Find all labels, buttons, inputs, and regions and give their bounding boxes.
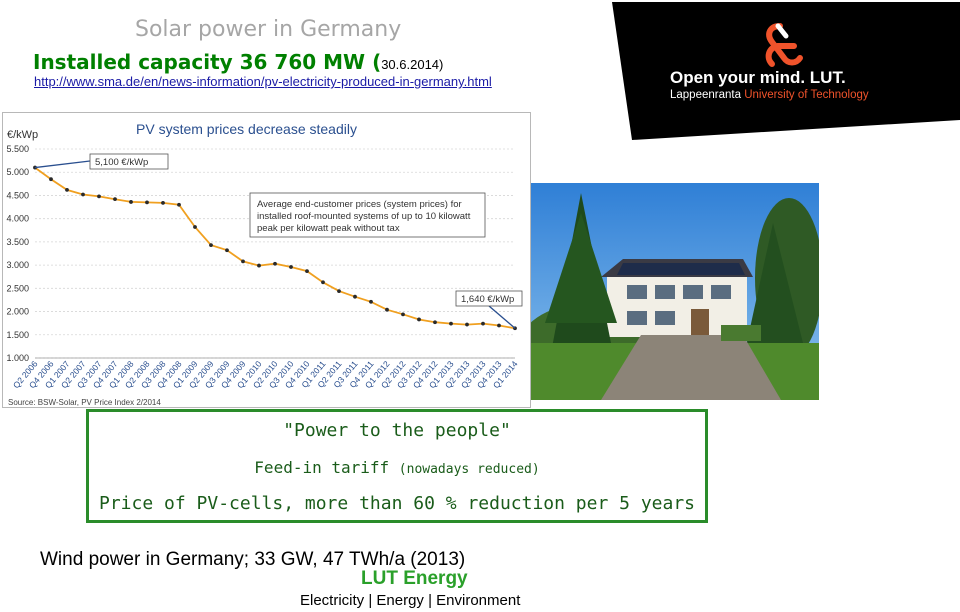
chart-y-axis-label: €/kWp — [7, 129, 38, 141]
chart-data-point — [401, 312, 405, 317]
chart-y-tick-label: 2.000 — [6, 307, 29, 317]
chart-start-label: 5,100 €/kWp — [95, 157, 148, 168]
chart-data-point — [417, 317, 421, 322]
chart-data-point — [193, 225, 197, 229]
logo-university: Lappeenranta University of Technology — [670, 89, 869, 101]
chart-data-point — [209, 243, 213, 248]
chart-end-label: 1,640 €/kWp — [461, 294, 514, 305]
chart-data-point — [353, 294, 357, 299]
installed-capacity-date: 30.6.2014) — [381, 57, 444, 72]
installed-capacity-heading: Installed capacity 36 760 MW (30.6.2014) — [33, 50, 443, 74]
chart-data-point — [161, 200, 165, 205]
chart-data-point — [385, 307, 389, 312]
chart-data-point — [81, 192, 85, 197]
lut-logo — [612, 2, 960, 140]
chart-data-point — [465, 322, 469, 327]
chart-data-point — [369, 299, 373, 304]
chart-data-point — [97, 194, 101, 199]
chart-start-label-box — [89, 153, 169, 170]
chart-y-tick-label: 5.000 — [6, 167, 29, 177]
chart-y-tick-label: 3.500 — [6, 237, 29, 247]
chart-title: PV system prices decrease steadily — [136, 121, 357, 137]
chart-note-box — [249, 192, 486, 238]
lut-energy-label: LUT Energy — [361, 568, 468, 589]
chart-data-point — [65, 187, 69, 192]
chart-data-point — [481, 321, 485, 326]
chart-y-tick-label: 3.000 — [6, 260, 29, 270]
chart-data-point — [145, 200, 149, 205]
chart-price-line — [34, 166, 516, 330]
installed-capacity-text: Installed capacity 36 760 MW ( — [33, 50, 382, 74]
chart-data-point — [273, 261, 277, 266]
chart-note-line: Average end-customer prices (system pric… — [257, 199, 462, 210]
chart-data-point — [177, 202, 181, 207]
chart-y-tick-label: 5.500 — [6, 144, 29, 154]
chart-data-point — [225, 248, 229, 253]
wind-power-text: Wind power in Germany; 33 GW, 47 TWh/a (… — [40, 549, 466, 570]
chart-y-tick-label: 2.500 — [6, 283, 29, 293]
logo-university-name: University of Technology — [744, 89, 869, 101]
chart-data-point — [449, 321, 453, 326]
feed-in-tariff-main: Feed-in tariff — [254, 458, 399, 477]
pv-price-chart: €/kWp PV system prices decrease steadily… — [2, 112, 531, 408]
chart-data-point — [433, 320, 437, 325]
slide-title: Solar power in Germany — [135, 17, 402, 42]
pv-price-chart-svg: €/kWp PV system prices decrease steadily… — [6, 121, 523, 407]
feed-in-tariff-note: (nowadays reduced) — [398, 462, 540, 477]
chart-data-point — [129, 200, 133, 204]
chart-data-point — [321, 280, 325, 285]
chart-end-leader — [488, 305, 516, 329]
house-solar-photo — [531, 183, 819, 400]
chart-source: Source: BSW-Solar, PV Price Index 2/2014 — [8, 398, 161, 407]
lut-ampersand-icon — [765, 23, 803, 67]
chart-y-tick-label: 1.500 — [6, 330, 29, 340]
chart-data-point — [33, 165, 37, 170]
chart-note-line: peak per kilowatt peak without tax — [257, 223, 400, 234]
power-to-people-text: "Power to the people" — [283, 420, 511, 441]
chart-y-tick-label: 1.000 — [6, 353, 29, 363]
chart-data-point — [289, 265, 293, 269]
chart-data-point — [113, 197, 117, 202]
chart-end-label-box — [455, 290, 523, 307]
pv-price-reduction-text: Price of PV-cells, more than 60 % reduct… — [98, 493, 696, 514]
chart-note-line: installed roof-mounted systems of up to … — [257, 211, 471, 222]
chart-data-point — [305, 269, 309, 274]
chart-data-point — [497, 323, 501, 328]
chart-data-point — [257, 263, 261, 268]
chart-data-point — [337, 289, 341, 294]
chart-start-leader — [34, 160, 91, 169]
chart-y-tick-label: 4.500 — [6, 190, 29, 200]
chart-data-point — [49, 177, 53, 182]
key-points-box: "Power to the people" Feed-in tariff (no… — [86, 409, 708, 523]
chart-y-tick-label: 4.000 — [6, 214, 29, 224]
source-link[interactable]: http://www.sma.de/en/news-information/pv… — [34, 74, 492, 89]
footer-tagline: Electricity | Energy | Environment — [300, 592, 521, 609]
chart-data-point — [241, 259, 245, 264]
logo-university-place: Lappeenranta — [670, 89, 745, 101]
logo-slogan: Open your mind. LUT. — [670, 68, 846, 87]
feed-in-tariff-text: Feed-in tariff (nowadays reduced) — [89, 458, 705, 477]
